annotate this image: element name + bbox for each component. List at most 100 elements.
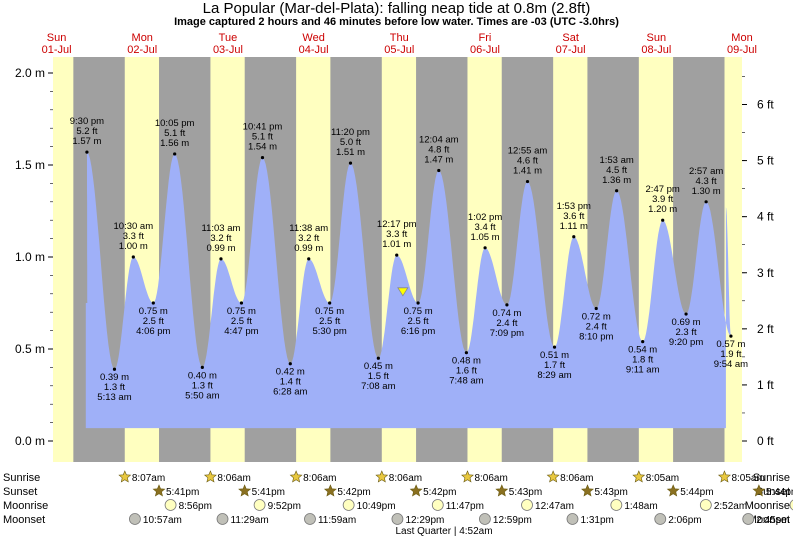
- extrema-label: 1.00 m: [119, 241, 148, 252]
- day-weekday: Wed: [302, 32, 324, 44]
- extrema-label: 9:54 am: [714, 359, 748, 370]
- sunset-icon: [581, 484, 594, 497]
- moonrise-time: 12:47am: [535, 501, 574, 512]
- extrema-point: [729, 334, 733, 338]
- moonrise-icon: [789, 499, 793, 511]
- extrema-label: 3.3 ft: [386, 229, 407, 240]
- extrema-label: 1.30 m: [692, 186, 721, 197]
- moonset-time: 2:06pm: [668, 515, 701, 526]
- extrema-label: 5:30 pm: [313, 326, 347, 337]
- moonrise-time: 8:56pm: [179, 501, 212, 512]
- extrema-label: 1.41 m: [513, 166, 542, 177]
- extrema-label: 5:50 am: [185, 390, 219, 401]
- extrema-label: 2.5 ft: [408, 316, 429, 327]
- y-tick-label-m: 1.5 m: [15, 158, 45, 172]
- sunset-time: 5:42pm: [337, 487, 370, 498]
- extrema-point: [239, 301, 244, 305]
- extrema-label: 5.0 ft: [340, 137, 361, 148]
- extrema-label: 2.3 ft: [676, 327, 697, 338]
- sunrise-icon: [461, 470, 474, 483]
- extrema-label: 12:04 am: [419, 135, 459, 146]
- sunset-time: 5:43pm: [594, 487, 627, 498]
- extrema-point: [151, 301, 155, 305]
- extrema-label: 0.51 m: [540, 350, 569, 361]
- y-tick-label-m: 1.0 m: [15, 250, 45, 264]
- extrema-label: 0.99 m: [294, 243, 323, 254]
- moonset-time: 11:29am: [231, 515, 269, 526]
- day-date: 03-Jul: [213, 44, 243, 56]
- extrema-label: 9:11 am: [626, 365, 660, 376]
- moonset-icon: [742, 513, 755, 525]
- y-tick-label-ft: 5 ft: [757, 154, 774, 168]
- extrema-point: [131, 255, 135, 259]
- extrema-label: 0.57 m: [716, 339, 745, 350]
- extrema-label: 0.99 m: [206, 243, 235, 254]
- tide-area: [85, 152, 731, 429]
- sunrise-icon: [717, 470, 731, 483]
- y-tick-label-ft: 4 ft: [757, 210, 774, 224]
- moonrise-time: 10:49pm: [357, 501, 396, 512]
- day-weekday: Fri: [479, 32, 492, 44]
- extrema-label: 0.69 m: [672, 317, 701, 328]
- extrema-label: 9:30 pm: [70, 116, 104, 127]
- extrema-point: [552, 345, 557, 349]
- extrema-label: 5.2 ft: [76, 126, 97, 137]
- extrema-label: 0.72 m: [582, 312, 611, 323]
- sunrise-icon: [118, 470, 132, 483]
- moonset-icon: [129, 513, 141, 525]
- moonrise-time: 2:52am: [714, 501, 747, 512]
- extrema-label: 4.3 ft: [696, 176, 717, 187]
- moonrise-icon: [431, 499, 444, 511]
- extrema-label: 1.57 m: [72, 136, 101, 147]
- almanac-row-label-right: Sunrise: [753, 472, 790, 484]
- extrema-label: 8:29 am: [537, 370, 571, 381]
- extrema-label: 3.3 ft: [123, 231, 144, 242]
- extrema-label: 1.6 ft: [456, 366, 477, 377]
- extrema-label: 12:17 pm: [377, 219, 417, 230]
- extrema-label: 11:38 am: [289, 223, 328, 234]
- axes: 0.0 m 0.5 m 1.0 m 1.5 m 2.0 m 0 ft 1 ft 2 ft 3 f…: [15, 66, 774, 448]
- extrema-label: 2.5 ft: [231, 316, 252, 327]
- extrema-label: 1.36 m: [602, 175, 631, 186]
- extrema-point: [505, 303, 509, 307]
- almanac-row-label-left: Sunrise: [3, 472, 40, 484]
- sunrise-time: 8:05am: [731, 473, 764, 484]
- sunrise-icon: [546, 470, 560, 483]
- sunrise-time: 8:06am: [389, 473, 422, 484]
- extrema-label: 8:10 pm: [579, 332, 613, 343]
- extrema-point: [348, 161, 353, 165]
- moonset-icon: [566, 513, 579, 525]
- extrema-point: [704, 200, 708, 204]
- moonset-icon: [216, 513, 229, 525]
- extrema-label: 2.5 ft: [319, 316, 340, 327]
- sunset-icon: [323, 484, 337, 497]
- day-weekday: Thu: [390, 32, 409, 44]
- sunset-time: 5:41pm: [166, 487, 199, 498]
- extrema-point: [376, 356, 380, 360]
- extrema-label: 4.6 ft: [517, 156, 538, 167]
- y-tick-label-ft: 1 ft: [757, 378, 774, 392]
- day-date: 04-Jul: [299, 44, 329, 56]
- extrema-label: 12:55 am: [508, 146, 548, 157]
- chart-title: La Popular (Mar-del-Plata): falling neap…: [202, 0, 591, 17]
- extrema-label: 7:08 am: [361, 381, 395, 392]
- sunset-icon: [495, 484, 509, 497]
- extrema-point: [641, 340, 645, 344]
- extrema-label: 1:53 am: [599, 155, 633, 166]
- extrema-label: 3.9 ft: [652, 194, 673, 205]
- moonset-icon: [304, 513, 316, 525]
- y-tick-label-m: 0.5 m: [15, 342, 45, 356]
- extrema-label: 3.4 ft: [475, 222, 496, 233]
- day-date: 08-Jul: [641, 44, 671, 56]
- extrema-label: 6:16 pm: [401, 326, 435, 337]
- tide-curve: [85, 152, 731, 429]
- extrema-label: 1.20 m: [648, 204, 677, 215]
- extrema-point: [85, 150, 89, 154]
- extrema-point: [594, 306, 598, 311]
- extrema-label: 0.74 m: [492, 308, 521, 319]
- sunset-icon: [666, 484, 680, 497]
- extrema-label: 5.1 ft: [252, 132, 273, 143]
- extrema-label: 0.75 m: [227, 306, 256, 317]
